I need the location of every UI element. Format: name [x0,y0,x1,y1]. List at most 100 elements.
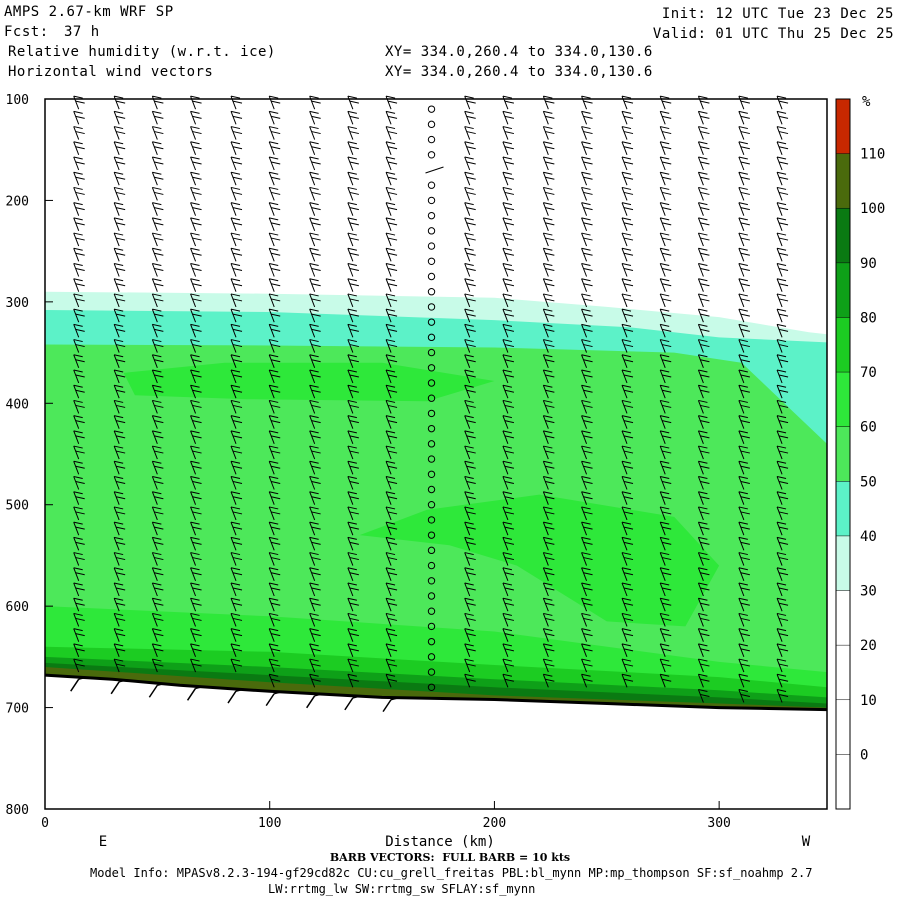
barb-flag [543,278,553,282]
barb-flag [230,217,241,221]
wind-barb [113,430,120,445]
barb-flag [778,648,789,652]
wind-barb [268,172,275,186]
wind-barb [113,643,120,658]
barb-flag [466,435,476,439]
wind-barb [464,445,471,460]
barb-flag [311,557,321,561]
barb-flag [116,617,126,621]
barb-flag [152,628,162,632]
barb-flag [116,237,126,241]
wind-barb [190,339,197,353]
wind-barb [309,111,316,125]
barb-flag [776,384,787,388]
barb-flag [738,293,748,297]
colorbar-level-label: 100 [860,201,885,217]
wind-barb [385,537,392,551]
barb-flag [623,283,634,287]
wind-barb [542,674,549,688]
barb-flag [698,293,708,297]
barb-flag [583,115,593,119]
wind-barb [738,552,745,566]
barb-flag [73,415,83,419]
barb-flag [387,131,398,135]
barb-flag [621,430,632,434]
wind-barb [738,598,745,612]
wind-barb [464,293,471,308]
barb-flag [583,496,593,500]
barb-flag [583,572,593,576]
barb-flag [583,389,593,393]
wind-barb [502,141,509,155]
barb-flag [232,572,243,576]
barb-flag [116,526,126,530]
barb-flag [349,207,359,211]
barb-flag [192,237,202,241]
barb-flag [502,171,513,175]
wind-barb [776,141,783,155]
barb-flag [387,100,398,104]
barb-flag [545,115,555,119]
barb-flag [662,176,672,180]
barb-flag [271,663,281,667]
barb-flag [698,354,708,358]
barb-flag [700,131,710,135]
wind-barb [347,232,354,247]
barb-flag [269,308,279,312]
calm-circle [427,561,436,570]
barb-flag [230,141,241,145]
barb-flag [581,354,591,358]
barb-flag [114,156,124,160]
wind-barb [502,400,509,414]
barb-flag [152,217,162,221]
barb-flag [738,628,748,632]
barb-flag [347,673,357,677]
barb-flag [504,420,515,424]
wind-barb [659,141,666,155]
barb-flag [504,602,515,606]
barb-flag [347,217,357,221]
barb-flag [543,552,553,556]
wind-barb [309,613,316,627]
barb-flag [740,602,750,606]
barb-flag [464,247,474,251]
barb-flag [116,633,126,637]
wind-barb [581,628,588,642]
barb-flag [545,328,555,332]
barb-flag [466,526,476,530]
wind-barb [268,476,275,490]
calm-circle [427,424,436,433]
barb-flag [75,344,85,348]
wind-barb [502,567,509,581]
barb-flag [269,278,279,282]
wind-barb [659,582,666,597]
barb-flag [271,374,281,378]
barb-flag [114,278,124,282]
barb-flag [385,552,396,556]
wind-barb [309,339,316,353]
barb-flag [387,633,398,637]
barb-flag [152,95,162,99]
barb-flag [776,658,787,662]
barb-flag [466,572,476,576]
barb-flag [583,161,593,165]
barb-flag [738,445,748,449]
barb-flag [309,597,319,601]
wind-barb [502,354,509,368]
barb-flag [230,643,241,647]
barb-flag [114,354,124,358]
wind-barb [347,141,354,155]
barb-flag [349,526,359,530]
wind-barb [581,217,588,232]
barb-flag [311,541,321,545]
wind-barb [190,521,197,536]
barb-flag [271,191,281,195]
barb-flag [581,263,591,266]
wind-barb [268,643,275,658]
wind-barb [502,172,509,186]
barb-flag [502,476,513,479]
barb-flag [232,298,243,302]
barb-flag [311,207,321,211]
barb-flag [192,268,202,271]
wind-barb [621,248,628,262]
